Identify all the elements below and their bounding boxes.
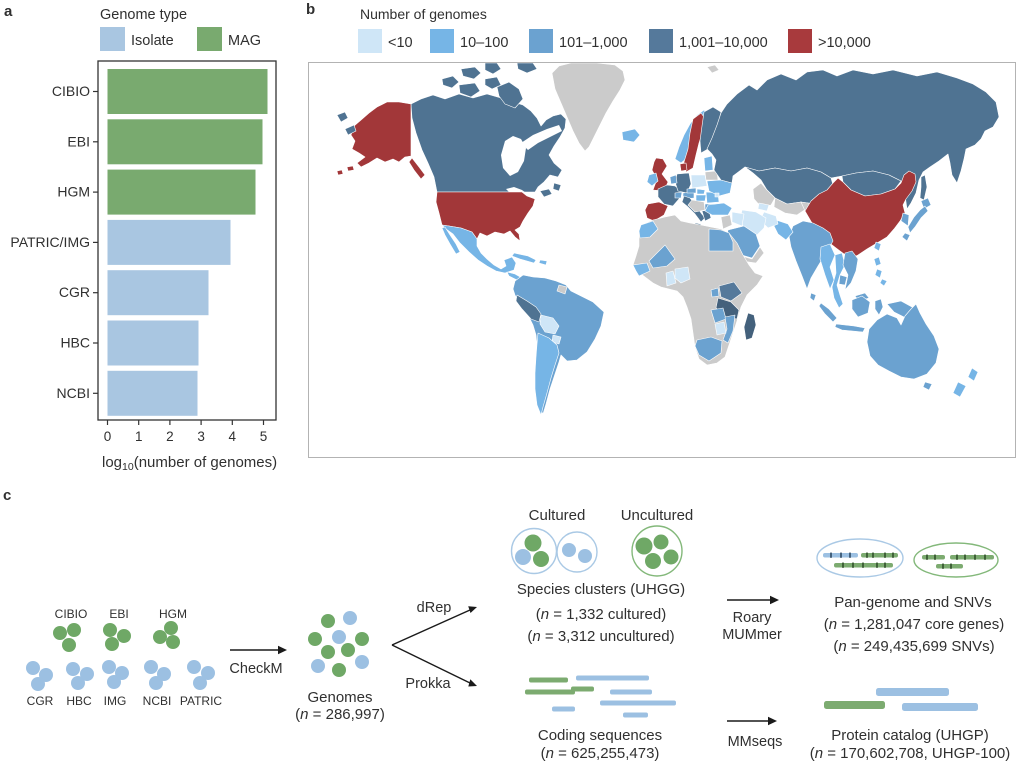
svg-text:Cultured: Cultured [529, 507, 586, 524]
svg-text:Species clusters (UHGG): Species clusters (UHGG) [517, 581, 685, 598]
svg-text:(n = 1,332 cultured): (n = 1,332 cultured) [536, 606, 667, 623]
svg-text:PATRIC: PATRIC [180, 694, 223, 708]
svg-text:Uncultured: Uncultured [621, 507, 694, 524]
svg-text:10–100: 10–100 [460, 35, 508, 51]
svg-text:(n = 625,255,473): (n = 625,255,473) [541, 745, 660, 762]
svg-text:(n = 249,435,699 SNVs): (n = 249,435,699 SNVs) [833, 638, 994, 655]
svg-text:MMseqs: MMseqs [728, 734, 783, 750]
svg-text:MUMmer: MUMmer [722, 627, 782, 643]
svg-text:b: b [306, 1, 315, 18]
svg-text:EBI: EBI [109, 607, 128, 621]
svg-text:4: 4 [229, 429, 237, 444]
svg-text:CIBIO: CIBIO [52, 83, 90, 99]
svg-text:<10: <10 [388, 35, 413, 51]
svg-text:2: 2 [166, 429, 174, 444]
svg-text:PATRIC/IMG: PATRIC/IMG [10, 234, 90, 250]
svg-text:Protein catalog (UHGP): Protein catalog (UHGP) [831, 727, 989, 744]
svg-text:dRep: dRep [417, 600, 452, 616]
svg-text:(n = 170,602,708, UHGP-100): (n = 170,602,708, UHGP-100) [810, 745, 1011, 762]
svg-text:1,001–10,000: 1,001–10,000 [679, 35, 768, 51]
svg-text:HBC: HBC [66, 694, 92, 708]
svg-text:EBI: EBI [67, 133, 90, 149]
svg-text:CGR: CGR [27, 694, 54, 708]
svg-text:Prokka: Prokka [405, 676, 451, 692]
svg-text:5: 5 [260, 429, 268, 444]
svg-text:Roary: Roary [733, 610, 772, 626]
svg-text:CIBIO: CIBIO [55, 607, 88, 621]
svg-text:3: 3 [197, 429, 205, 444]
svg-text:Genome type: Genome type [100, 7, 187, 23]
svg-text:Pan-genome and SNVs: Pan-genome and SNVs [834, 594, 992, 611]
svg-text:a: a [4, 3, 13, 20]
svg-text:HGM: HGM [57, 184, 90, 200]
svg-text:NCBI: NCBI [143, 694, 172, 708]
svg-text:(n = 3,312 uncultured): (n = 3,312 uncultured) [527, 628, 674, 645]
svg-text:IMG: IMG [104, 694, 127, 708]
svg-text:Genomes: Genomes [307, 689, 372, 706]
svg-text:c: c [3, 487, 11, 504]
svg-text:MAG: MAG [228, 33, 261, 49]
svg-text:1: 1 [135, 429, 143, 444]
svg-text:HBC: HBC [60, 335, 90, 351]
svg-text:Coding sequences: Coding sequences [538, 727, 662, 744]
svg-text:Number of genomes: Number of genomes [360, 6, 487, 22]
svg-text:CGR: CGR [59, 284, 90, 300]
svg-text:CheckM: CheckM [229, 661, 282, 677]
svg-text:>10,000: >10,000 [818, 35, 871, 51]
svg-text:Isolate: Isolate [131, 33, 174, 49]
svg-text:(n = 286,997): (n = 286,997) [295, 706, 385, 723]
svg-text:HGM: HGM [159, 607, 187, 621]
svg-text:0: 0 [104, 429, 112, 444]
svg-text:log10(number of genomes): log10(number of genomes) [102, 454, 277, 473]
svg-text:101–1,000: 101–1,000 [559, 35, 628, 51]
svg-text:(n = 1,281,047 core genes): (n = 1,281,047 core genes) [824, 616, 1005, 633]
svg-text:NCBI: NCBI [57, 385, 90, 401]
